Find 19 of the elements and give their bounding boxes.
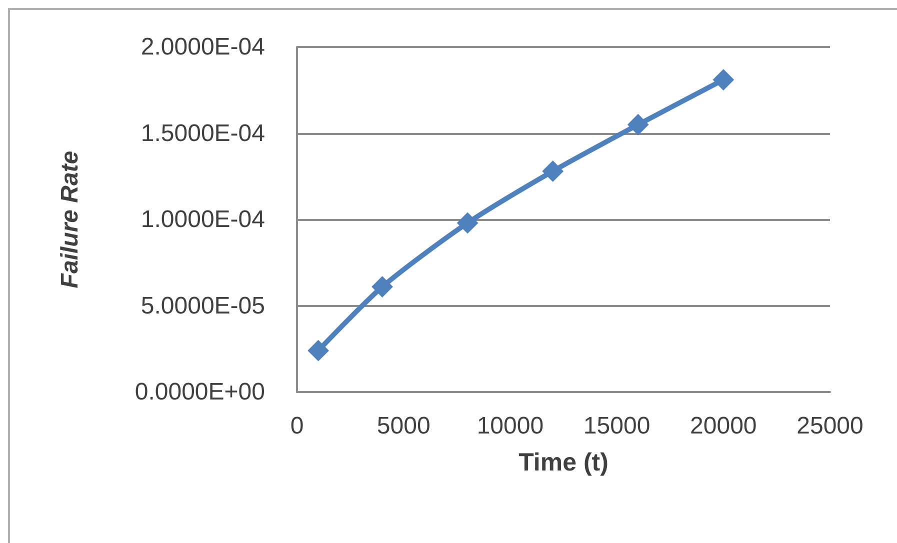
y-tick-label: 2.0000E-04 xyxy=(140,34,265,60)
x-tick-label: 25000 xyxy=(796,412,864,440)
x-axis-title: Time (t) xyxy=(518,448,608,476)
point xyxy=(308,340,329,362)
x-tick-label: 15000 xyxy=(583,412,650,440)
point xyxy=(457,212,478,234)
point xyxy=(628,114,649,136)
y-tick-label: 1.5000E-04 xyxy=(140,120,265,147)
point xyxy=(372,276,393,298)
point xyxy=(542,160,564,182)
y-tick-label: 5.0000E-05 xyxy=(140,292,265,320)
y-tick-label: 0.0000E+00 xyxy=(134,378,265,406)
y-tick-label: 1.0000E-04 xyxy=(140,206,265,233)
x-tick-label: 20000 xyxy=(690,412,757,440)
x-tick-label: 10000 xyxy=(476,412,544,440)
point xyxy=(712,69,734,90)
y-axis-title: Failure Rate xyxy=(56,150,84,288)
x-tick-label: 0 xyxy=(290,412,304,440)
x-tick-label: 5000 xyxy=(376,412,430,440)
